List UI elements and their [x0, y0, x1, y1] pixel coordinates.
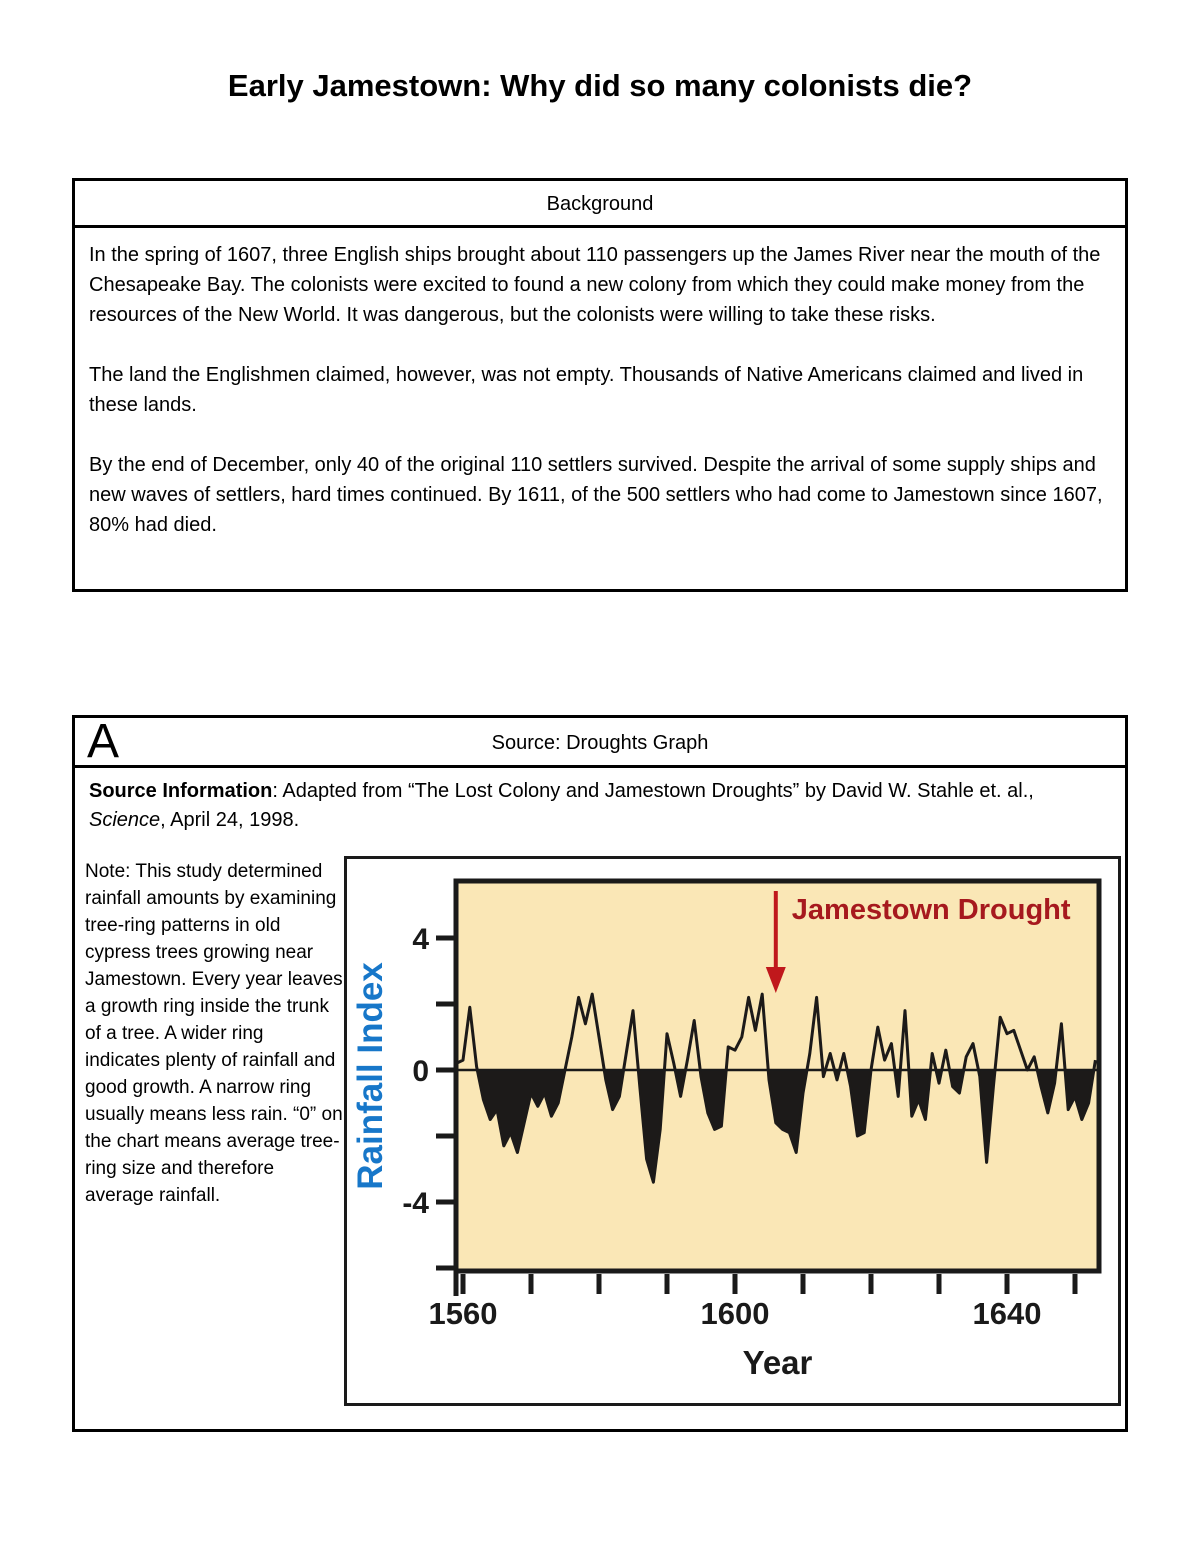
graph-note: Note: This study determined rainfall amo… — [85, 861, 343, 1206]
y-tick-label: -4 — [402, 1187, 429, 1220]
source-info-journal: Science — [89, 809, 161, 831]
source-info-text: : Adapted from “The Lost Colony and Jame… — [272, 780, 1034, 802]
source-info-label: Source Information — [89, 780, 273, 802]
y-tick-label: 4 — [412, 923, 429, 956]
background-paragraph: In the spring of 1607, three English shi… — [89, 244, 1101, 326]
source-info-tail: , April 24, 1998. — [160, 809, 300, 831]
page-title: Early Jamestown: Why did so many colonis… — [227, 68, 973, 103]
background-header: Background — [75, 181, 1125, 228]
background-paragraph: The land the Englishmen claimed, however… — [89, 364, 1084, 416]
y-tick-label: 0 — [412, 1055, 429, 1088]
y-tick — [436, 1133, 456, 1139]
x-tick — [1072, 1274, 1078, 1294]
drought-arrow-head — [765, 967, 786, 993]
x-tick — [732, 1274, 738, 1294]
x-tick — [868, 1274, 874, 1294]
x-tick — [800, 1274, 806, 1294]
x-tick — [936, 1274, 942, 1294]
background-body: In the spring of 1607, three English shi… — [75, 228, 1125, 540]
y-tick — [436, 1199, 456, 1205]
x-tick — [596, 1274, 602, 1294]
source-a-title: Source: Droughts Graph — [491, 732, 709, 754]
x-tick-label: 1600 — [701, 1296, 770, 1331]
x-tick-label: 1560 — [429, 1296, 498, 1331]
source-a-section: A Source: Droughts Graph Source Informat… — [72, 715, 1128, 1432]
x-axis-title: Year — [743, 1344, 813, 1381]
y-axis-title: Rainfall Index — [351, 962, 390, 1190]
y-tick — [436, 935, 456, 941]
y-axis-extension — [453, 1271, 459, 1296]
background-section: Background In the spring of 1607, three … — [72, 178, 1128, 592]
x-tick — [664, 1274, 670, 1294]
background-paragraph: By the end of December, only 40 of the o… — [89, 454, 1103, 536]
droughts-graph: 4 0 -4 1560 1600 1640 Rainfall Index Year Jamest… — [344, 856, 1121, 1406]
y-tick — [436, 1265, 456, 1271]
negative-rainfall-fill — [456, 1070, 1096, 1183]
rainfall-line — [456, 992, 1097, 1184]
x-tick — [460, 1274, 466, 1294]
source-info: Source Information: Adapted from “The Lo… — [75, 768, 1125, 835]
y-tick — [436, 1067, 456, 1073]
source-a-header: A Source: Droughts Graph — [75, 715, 1125, 768]
rainfall-index-chart: 4 0 -4 1560 1600 1640 Rainfall Index Year Jamest… — [351, 878, 1102, 1381]
drought-annotation: Jamestown Drought — [792, 894, 1071, 926]
source-a-letter: A — [87, 715, 120, 768]
x-tick — [528, 1274, 534, 1294]
x-tick-label: 1640 — [973, 1296, 1042, 1331]
x-tick — [1004, 1274, 1010, 1294]
y-tick — [436, 1001, 456, 1007]
